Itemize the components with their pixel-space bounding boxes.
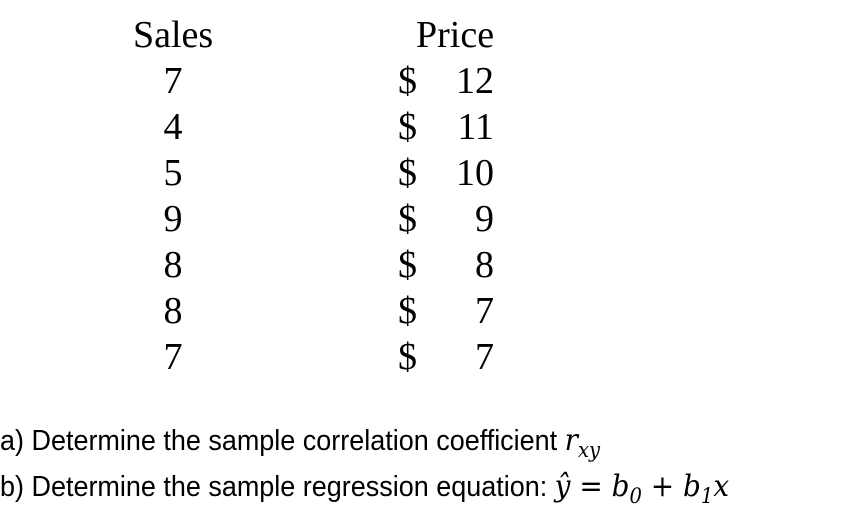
b0-subscript: 0: [629, 484, 642, 508]
x-variable: x: [713, 469, 730, 504]
price-value: 7: [475, 290, 494, 332]
price-value: 9: [475, 198, 494, 240]
b1-variable: b: [683, 469, 701, 504]
currency-symbol: $: [398, 198, 417, 240]
question-b: b) Determine the sample regression equat…: [0, 464, 804, 510]
b0-variable: b: [611, 469, 630, 504]
question-b-text: b) Determine the sample regression equat…: [0, 471, 555, 503]
currency-symbol: $: [398, 244, 417, 286]
table-body: 7 $ 12 4 $ 11 5 $ 10 9 $ 9 8 $ 8 8 $ 7: [0, 58, 864, 380]
sales-value: 5: [163, 152, 183, 194]
currency-symbol: $: [398, 290, 417, 332]
plus-sign: +: [641, 469, 684, 504]
currency-symbol: $: [398, 152, 417, 194]
equals-sign: =: [570, 469, 612, 504]
question-a: a) Determine the sample correlation coef…: [0, 418, 804, 464]
table-row: 8 $ 7: [0, 288, 864, 334]
table-row: 7 $ 7: [0, 334, 864, 380]
questions: a) Determine the sample correlation coef…: [0, 418, 864, 510]
currency-symbol: $: [398, 60, 417, 102]
price-value: 11: [457, 106, 494, 148]
sales-value: 7: [163, 60, 183, 102]
price-value: 8: [475, 244, 494, 286]
price-header: Price: [416, 14, 495, 56]
currency-symbol: $: [398, 106, 417, 148]
y-hat: ŷ: [554, 469, 571, 504]
table-row: 7 $ 12: [0, 58, 864, 104]
sales-value: 8: [163, 290, 183, 332]
regression-equation: ŷ = b0 + b1x: [554, 469, 730, 508]
question-a-text: a) Determine the sample correlation coef…: [0, 425, 565, 457]
sales-value: 7: [163, 336, 183, 378]
xy-subscript: xy: [577, 438, 601, 462]
table-row: 4 $ 11: [0, 104, 864, 150]
sales-value: 9: [163, 198, 183, 240]
price-value: 12: [456, 60, 494, 102]
sales-value: 4: [163, 106, 183, 148]
currency-symbol: $: [398, 336, 417, 378]
table-row: 5 $ 10: [0, 150, 864, 196]
sales-header: Sales: [133, 14, 214, 56]
r-variable: r: [564, 423, 578, 458]
price-value: 7: [475, 336, 494, 378]
price-value: 10: [456, 152, 494, 194]
sales-value: 8: [163, 244, 183, 286]
b1-subscript: 1: [700, 484, 714, 508]
data-table: Sales Price 7 $ 12 4 $ 11 5 $ 10 9 $ 9 8…: [0, 14, 864, 380]
table-row: 9 $ 9: [0, 196, 864, 242]
table-row: 8 $ 8: [0, 242, 864, 288]
correlation-symbol: rxy: [564, 423, 600, 462]
